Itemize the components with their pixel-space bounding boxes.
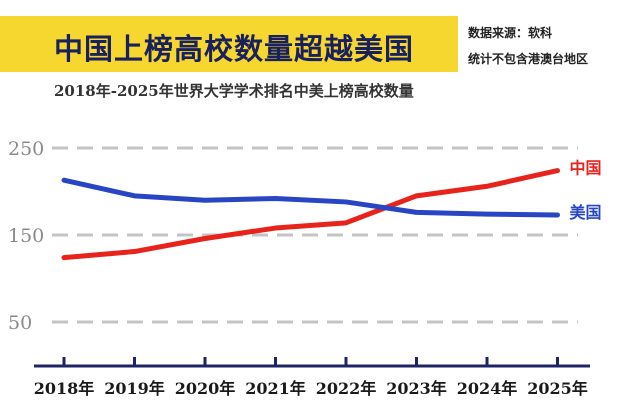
x-tick-label: 2020年 [175, 379, 236, 398]
chart-title: 中国上榜高校数量超越美国 [54, 32, 415, 66]
series-line-美国 [61, 177, 560, 218]
x-tick-label: 2023年 [386, 379, 447, 398]
legend-label: 中国 [570, 159, 602, 178]
x-tick-label: 2025年 [527, 379, 588, 398]
x-tick-label: 2022年 [316, 379, 377, 398]
x-tick-label: 2019年 [104, 379, 165, 398]
x-tick-label: 2018年 [34, 379, 95, 398]
y-tick-label: 150 [8, 225, 44, 247]
series-line-中国 [61, 168, 560, 261]
source-note: 数据来源：软科 [468, 26, 553, 40]
scope-note: 统计不包含港澳台地区 [468, 52, 589, 66]
x-tick-label: 2021年 [245, 379, 306, 398]
legend-label: 美国 [570, 203, 602, 222]
title-banner [0, 16, 458, 72]
y-tick-label: 250 [8, 138, 44, 160]
chart-subtitle: 2018年-2025年世界大学学术排名中美上榜高校数量 [54, 82, 414, 100]
y-tick-label: 50 [8, 312, 32, 334]
x-tick-label: 2024年 [457, 379, 518, 398]
